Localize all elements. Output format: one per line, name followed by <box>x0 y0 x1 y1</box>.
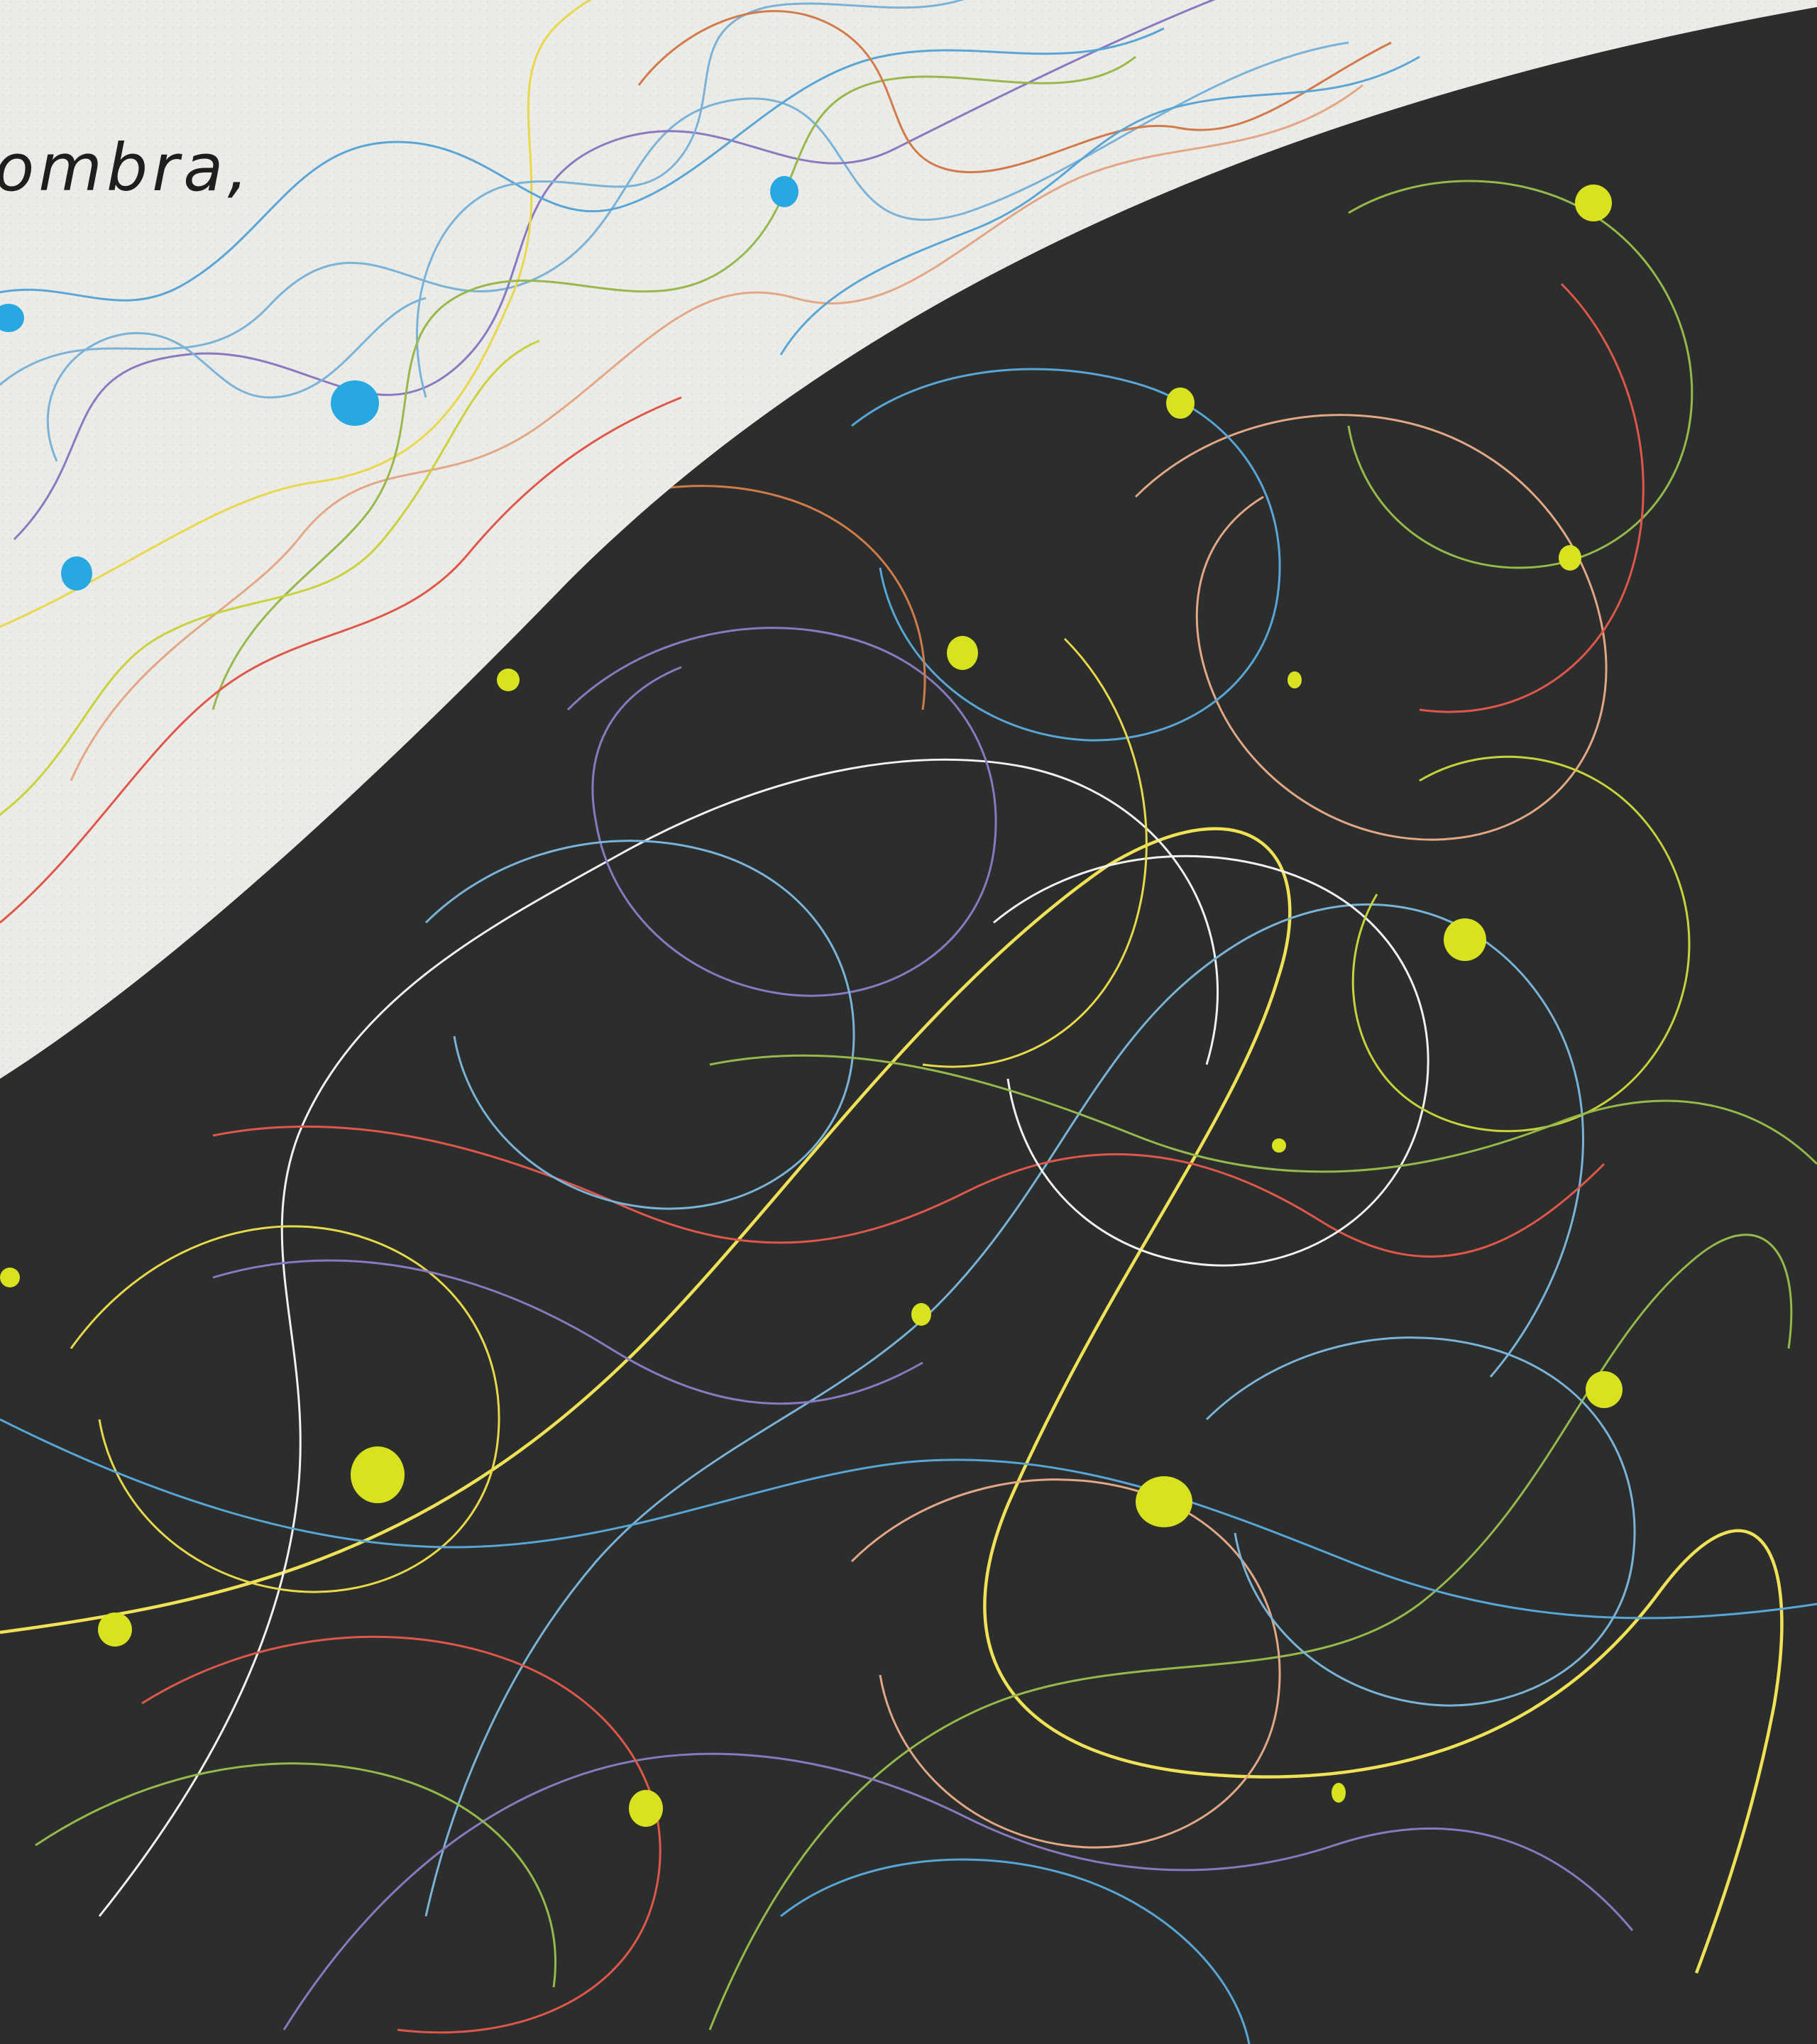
yellow-dot <box>1166 388 1195 419</box>
yellow-dot <box>0 1268 20 1287</box>
handwritten-caption: ombra, <box>0 130 253 206</box>
yellow-dot <box>1559 545 1581 571</box>
blue-dot <box>770 176 798 207</box>
yellow-dot <box>1575 185 1612 221</box>
yellow-dot <box>1332 1783 1346 1803</box>
yellow-dot <box>1136 1476 1192 1527</box>
blue-dot <box>61 556 92 590</box>
light-scribbles <box>0 0 1420 924</box>
yellow-dot <box>497 669 520 691</box>
yellow-dot <box>629 1790 663 1827</box>
light-paper-region <box>0 0 1817 1079</box>
yellow-dot <box>1586 1371 1623 1408</box>
yellow-dot <box>911 1303 931 1326</box>
dark-scribbles <box>0 180 1817 2044</box>
blue-dot <box>331 380 379 426</box>
yellow-dot <box>947 636 978 670</box>
yellow-dot <box>1288 671 1302 688</box>
yellow-dot <box>1444 918 1486 961</box>
blue-dots <box>0 176 798 590</box>
yellow-dot <box>98 1612 132 1647</box>
yellow-dot <box>1272 1138 1286 1153</box>
blue-dot <box>0 304 24 332</box>
yellow-dot <box>351 1446 405 1503</box>
yellow-dots <box>0 185 1623 1827</box>
